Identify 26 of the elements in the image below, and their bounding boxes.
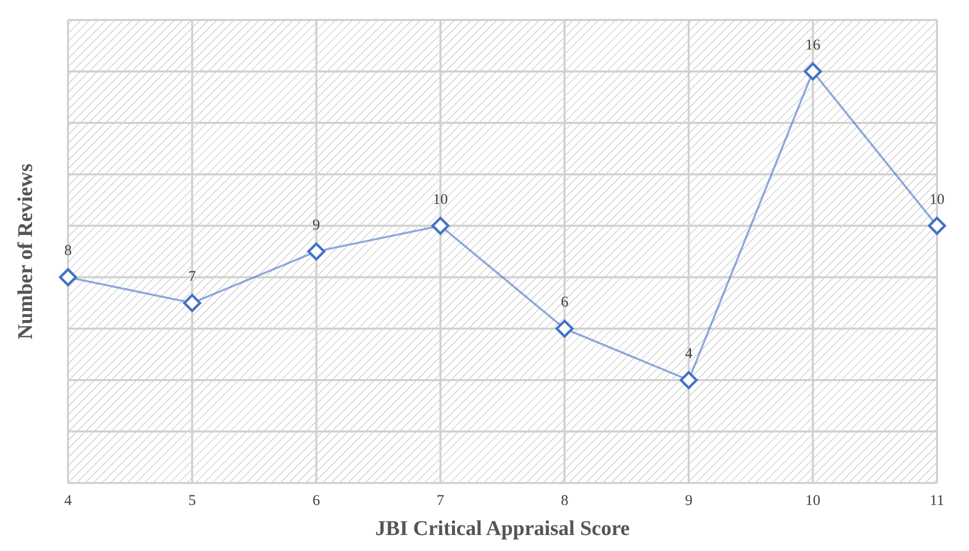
point (307, 242, 326, 261)
point (804, 62, 822, 80)
y-axis-title: Number of Reviews (13, 164, 37, 340)
x-tick-label: 4 (64, 493, 72, 509)
point (183, 294, 202, 312)
point (431, 216, 450, 235)
x-tick-label: 11 (930, 493, 944, 509)
x-tick-label: 7 (436, 493, 445, 509)
data-label: 4 (684, 346, 693, 362)
x-tick-label: 5 (188, 493, 196, 509)
data-label: 16 (805, 37, 821, 54)
x-tick-label: 10 (805, 493, 820, 509)
data-label: 7 (188, 268, 196, 285)
point (928, 216, 946, 235)
point (556, 320, 574, 338)
x-tick-label: 8 (560, 493, 568, 509)
data-label: 8 (64, 243, 72, 260)
point (680, 371, 698, 390)
x-axis-title: JBI Critical Appraisal Score (375, 516, 630, 540)
data-label: 9 (312, 218, 320, 234)
data-label: 10 (432, 192, 448, 208)
data-label: 6 (560, 294, 569, 311)
data-label: 10 (930, 192, 944, 208)
x-tick-label: 9 (684, 493, 692, 509)
point (58, 268, 78, 286)
x-tick-label: 6 (312, 493, 321, 509)
